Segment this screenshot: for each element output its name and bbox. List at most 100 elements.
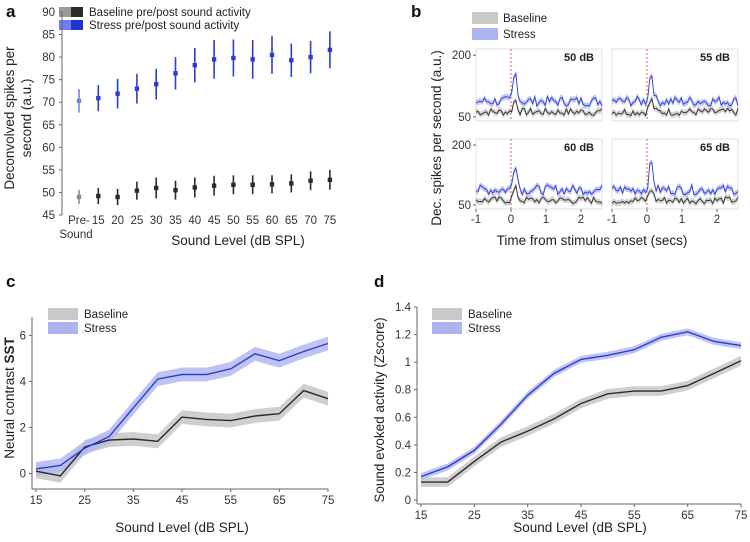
b-xtick-label-3-0: -1 [607,214,617,226]
a-point-baseline-7 [211,183,217,188]
a-ytick-label-6: 75 [42,75,55,87]
b-trace-baseline-1 [611,97,739,117]
a-point-stress-1 [96,95,101,101]
panel-label-a: a [6,2,16,21]
c-xtick-label-1: 25 [78,495,91,507]
a-xtick-label-8: 50 [227,215,240,227]
b-xtick-label-3-3: 2 [714,214,720,226]
a-ytick-label-9: 90 [42,7,55,19]
d-ytick-label-0: 0 [405,495,411,507]
b-trace-baseline-0 [475,99,603,117]
a-xtick-label-11: 65 [285,215,298,227]
d-xtick-label-3: 45 [575,510,588,522]
a-xtick-label-2: 20 [111,215,124,227]
b-legend-label-baseline: Baseline [503,13,547,25]
d-ytick-label-1: 0.2 [395,467,411,479]
legend-label-baseline: Baseline pre/post sound activity [89,7,251,19]
d-ytick-label-2: 0.4 [395,440,412,452]
d-legend-label-stress: Stress [468,323,501,335]
a-xtick-label-4: 30 [150,215,163,227]
legend-label-stress: Stress pre/post sound activity [89,20,239,32]
a-xlabel: Sound Level (dB SPL) [171,233,305,248]
a-point-stress-11 [289,58,294,63]
d-ylabel: Sound evoked activity (Zscore) [372,317,387,502]
d-ytick-label-5: 1 [405,357,411,369]
a-point-stress-13 [327,47,333,53]
a-xtick-label-12: 70 [304,215,317,227]
c-xlabel: Sound Level (dB SPL) [115,520,249,535]
a-ylabel-line1: Deconvolved spikes per [2,46,17,190]
a-point-baseline-2 [115,194,120,200]
a-point-stress-2 [115,91,120,96]
a-point-stress-5 [173,71,178,76]
b-trace-stress-3 [611,161,739,196]
a-xtick-label-0: Pre- [68,215,90,227]
c-ytick-label-0: 0 [20,468,26,480]
d-xtick-label-2: 35 [521,510,534,522]
a-xtick-label-extra: Sound [59,229,92,241]
legend-swatch-baseline-light [59,7,71,17]
legend-swatch-stress-dark [71,20,83,30]
b-subplot-title-2: 60 dB [564,142,594,154]
b-legend-swatch-stress [472,28,498,40]
d-ytick-label-7: 1.4 [395,302,412,314]
c-ytick-label-3: 6 [20,330,26,342]
b-subplot-frame-3 [611,138,739,210]
b-trace-stress-2 [475,167,603,196]
c-xtick-label-3: 45 [176,495,189,507]
a-ytick-label-7: 80 [42,52,55,64]
d-xtick-label-0: 15 [415,510,428,522]
a-point-baseline-13 [327,177,333,183]
b-subplot-title-1: 55 dB [700,52,730,64]
d-band-baseline [421,355,741,487]
b-band-baseline-0 [476,97,602,119]
c-legend-label-stress: Stress [84,323,117,335]
c-legend-swatch-baseline [48,308,78,320]
a-point-stress-4 [154,81,159,87]
a-xtick-label-10: 60 [266,215,279,227]
a-point-stress-0 [76,98,82,104]
a-point-stress-9 [250,57,255,62]
c-ytick-label-2: 4 [20,376,27,388]
b-trace-baseline-3 [611,190,739,205]
d-xtick-label-5: 65 [681,510,694,522]
c-xtick-label-0: 15 [30,495,43,507]
a-point-baseline-3 [134,188,140,193]
b-trace-stress-0 [475,72,603,108]
a-point-baseline-8 [231,182,236,187]
b-subplot-title-0: 50 dB [564,52,594,64]
b-legend-label-stress: Stress [503,29,536,41]
d-ytick-label-3: 0.6 [395,412,411,424]
b-ylabel: Dec. spikes per second (a.u.) [429,50,444,226]
a-point-baseline-6 [192,185,197,190]
c-band-stress [36,336,328,476]
b-band-stress-3 [612,159,738,198]
a-ytick-label-5: 70 [42,97,55,109]
panel-label-d: d [374,272,384,291]
a-point-baseline-10 [269,182,275,187]
c-ylabel-bold: SST [2,336,17,363]
d-ytick-label-6: 1.2 [395,330,411,342]
b-band-stress-2 [476,165,602,198]
panel-c: Baseline Stress 15 25 35 45 55 65 75 0 2 4 6 Sound… [2,308,334,535]
b-legend-swatch-baseline [472,12,498,24]
b-subplot-frame-0 [475,48,603,122]
d-legend-swatch-stress [432,322,462,334]
panel-d: Baseline Stress 15 25 35 45 55 65 75 0 0.2 0.4 0.6… [372,302,747,535]
a-xtick-label-3: 25 [131,215,144,227]
b-xtick-label-2-2: 1 [543,214,549,226]
d-xtick-label-1: 25 [468,510,481,522]
a-ytick-label-0: 45 [42,210,55,222]
a-point-stress-7 [211,57,217,62]
b-ytick-label-2-0: 50 [458,200,471,212]
a-xtick-label-1: 15 [92,215,105,227]
c-ylabel: Neural contrast SST [2,336,17,458]
a-ylabel-line2: second (a.u.) [19,79,34,158]
b-xtick-label-3-2: 1 [679,214,685,226]
c-legend-swatch-stress [48,322,78,334]
b-ytick-label-0-1: 200 [452,50,471,62]
c-ytick-label-1: 2 [20,422,26,434]
d-legend-label-baseline: Baseline [468,309,512,321]
